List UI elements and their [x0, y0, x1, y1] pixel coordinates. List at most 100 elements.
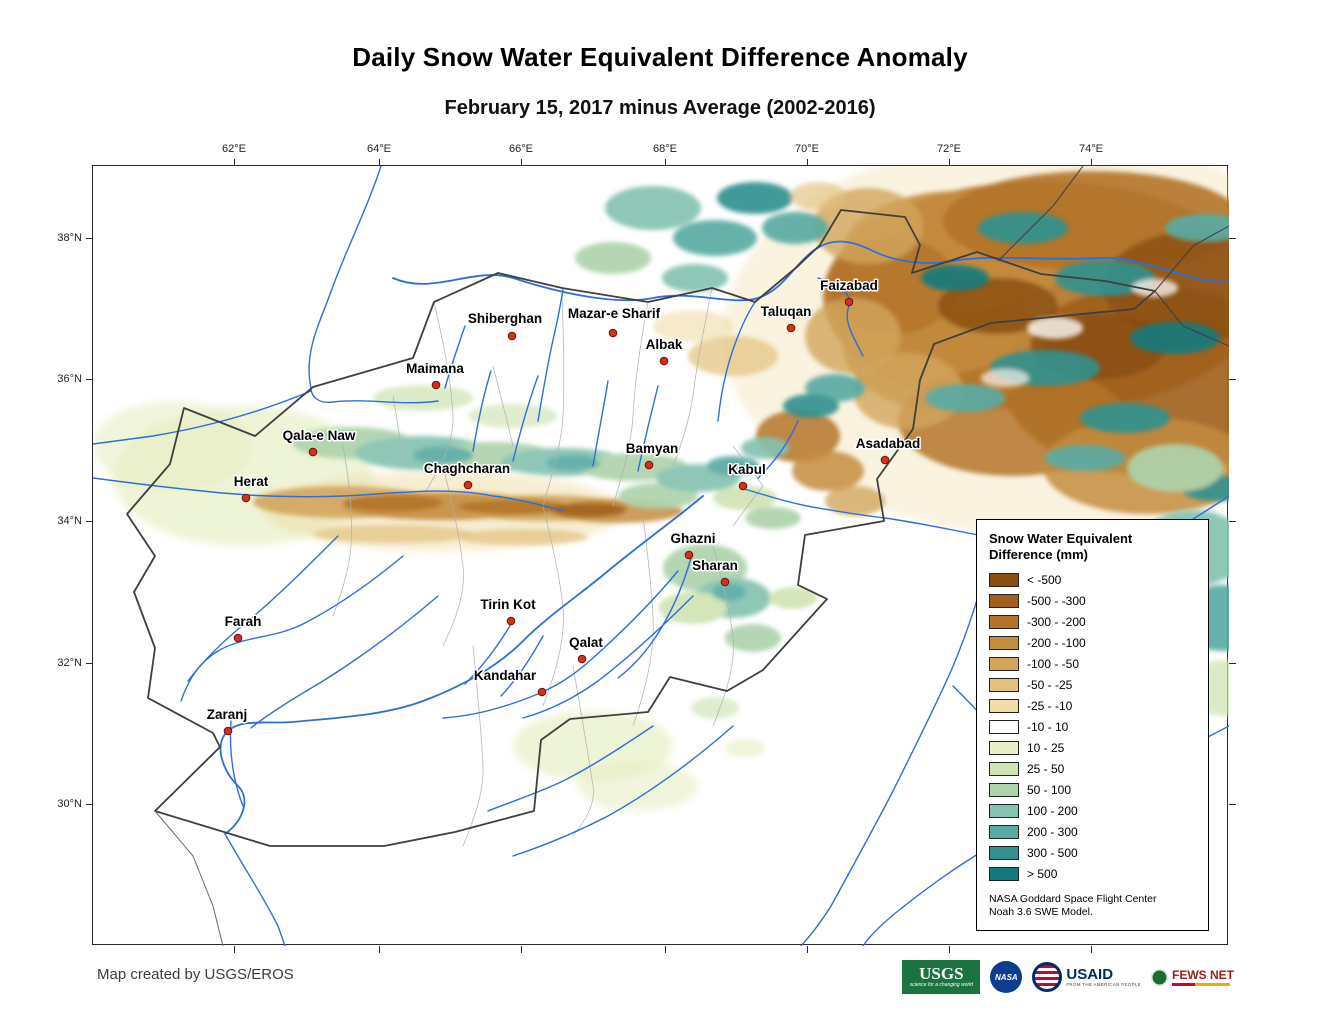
city-label: Faizabad: [820, 278, 878, 293]
legend-class-label: -200 - -100: [1027, 636, 1086, 650]
city-dot-icon: [786, 323, 796, 333]
legend-swatch: [989, 636, 1019, 650]
lon-tick: [1091, 159, 1092, 166]
lon-tick: [665, 946, 666, 953]
lon-tick: [521, 159, 522, 166]
legend-swatch: [989, 762, 1019, 776]
city-dot-icon: [537, 687, 547, 697]
legend-swatch: [989, 594, 1019, 608]
legend-class-label: < -500: [1027, 573, 1062, 587]
city-marker: Sharan: [691, 557, 739, 587]
page-subtitle: February 15, 2017 minus Average (2002-20…: [444, 97, 876, 119]
city-label: Herat: [234, 474, 269, 489]
lon-tick-label: 70°E: [795, 143, 819, 155]
legend-class-label: 25 - 50: [1027, 762, 1065, 776]
lat-tick-label: 30°N: [57, 798, 82, 810]
lon-tick-label: 64°E: [367, 143, 391, 155]
city-marker: Zaranj: [205, 706, 249, 736]
legend-class-label: -10 - 10: [1027, 720, 1069, 734]
lat-tick-label: 32°N: [57, 657, 82, 669]
lon-tick-label: 62°E: [222, 143, 246, 155]
lat-tick: [86, 663, 93, 664]
city-dot-icon: [223, 726, 233, 736]
legend-row: -100 - -50: [989, 654, 1196, 675]
city-label: Qalat: [569, 635, 603, 650]
legend-row: 200 - 300: [989, 822, 1196, 843]
lon-tick: [807, 159, 808, 166]
legend-swatch: [989, 699, 1019, 713]
fewsnet-bar: [1172, 982, 1230, 986]
legend-swatch: [989, 678, 1019, 692]
city-dot-icon: [720, 577, 730, 587]
city-label: Sharan: [692, 558, 738, 573]
city-label: Shiberghan: [468, 311, 542, 326]
lat-tick-label: 34°N: [57, 515, 82, 527]
city-label: Farah: [225, 614, 262, 629]
legend-swatch: [989, 783, 1019, 797]
legend-row: 10 - 25: [989, 738, 1196, 759]
legend-row: < -500: [989, 570, 1196, 591]
legend-swatch: [989, 720, 1019, 734]
borders-layer: [126, 166, 1229, 946]
nasa-logo: NASA: [990, 961, 1023, 993]
city-label: Kandahar: [474, 668, 537, 683]
globe-icon: [1151, 968, 1168, 986]
city-marker: Albak: [644, 336, 684, 366]
city-marker: Asadabad: [854, 435, 922, 465]
map-frame: Faizabad Taluqan Mazar-e Sharif Shiberghan A…: [57, 143, 1236, 953]
lon-tick: [1091, 946, 1092, 953]
city-marker: Kabul: [727, 461, 767, 491]
city-label: Chaghcharan: [424, 461, 510, 476]
legend-class-label: -300 - -200: [1027, 615, 1086, 629]
legend-class-label: -25 - -10: [1027, 699, 1073, 713]
city-marker: Shiberghan: [466, 310, 544, 341]
legend-swatch: [989, 804, 1019, 818]
usaid-seal-icon: [1032, 962, 1063, 992]
legend-class-label: 200 - 300: [1027, 825, 1078, 839]
legend-swatch: [989, 846, 1019, 860]
usgs-logo: USGS science for a changing world: [902, 960, 981, 994]
legend-class-label: 100 - 200: [1027, 804, 1078, 818]
city-label: Taluqan: [761, 304, 812, 319]
city-marker: Mazar-e Sharif: [566, 305, 662, 338]
city-label: Mazar-e Sharif: [568, 306, 661, 321]
city-dot-icon: [608, 328, 618, 338]
cities-layer: Faizabad Taluqan Mazar-e Sharif Shiberghan A…: [205, 277, 922, 736]
city-dot-icon: [844, 297, 854, 307]
page-title: Daily Snow Water Equivalent Difference A…: [352, 42, 968, 72]
legend-row: -25 - -10: [989, 696, 1196, 717]
legend-class-label: -100 - -50: [1027, 657, 1080, 671]
lon-tick: [379, 159, 380, 166]
city-marker: Ghazni: [669, 530, 717, 560]
legend-swatch: [989, 573, 1019, 587]
legend-row: > 500: [989, 864, 1196, 885]
city-dot-icon: [233, 633, 243, 643]
map-svg: Faizabad Taluqan Mazar-e Sharif Shiberghan A…: [93, 166, 1229, 946]
lat-tick: [86, 521, 93, 522]
terrain-layer: [93, 166, 1229, 811]
legend-row: 25 - 50: [989, 759, 1196, 780]
city-label: Kabul: [728, 462, 766, 477]
legend-swatch: [989, 867, 1019, 881]
lat-tick: [1229, 521, 1236, 522]
city-dot-icon: [644, 460, 654, 470]
lon-tick: [379, 946, 380, 953]
lat-tick-label: 38°N: [57, 232, 82, 244]
city-dot-icon: [738, 481, 748, 491]
city-marker: Bamyan: [624, 440, 680, 470]
city-marker: Chaghcharan: [422, 460, 512, 490]
legend-class-label: 50 - 100: [1027, 783, 1072, 797]
lat-tick: [86, 238, 93, 239]
legend-swatch: [989, 657, 1019, 671]
city-marker: Kandahar: [472, 667, 547, 697]
lon-tick: [234, 159, 235, 166]
city-marker: Herat: [232, 473, 270, 503]
lon-tick-label: 66°E: [509, 143, 533, 155]
city-dot-icon: [659, 356, 669, 366]
city-dot-icon: [506, 616, 516, 626]
admin-boundaries-layer: [332, 287, 764, 847]
lat-tick: [1229, 804, 1236, 805]
lon-tick: [949, 946, 950, 953]
city-label: Zaranj: [207, 707, 248, 722]
city-marker: Qala-e Naw: [281, 427, 357, 457]
